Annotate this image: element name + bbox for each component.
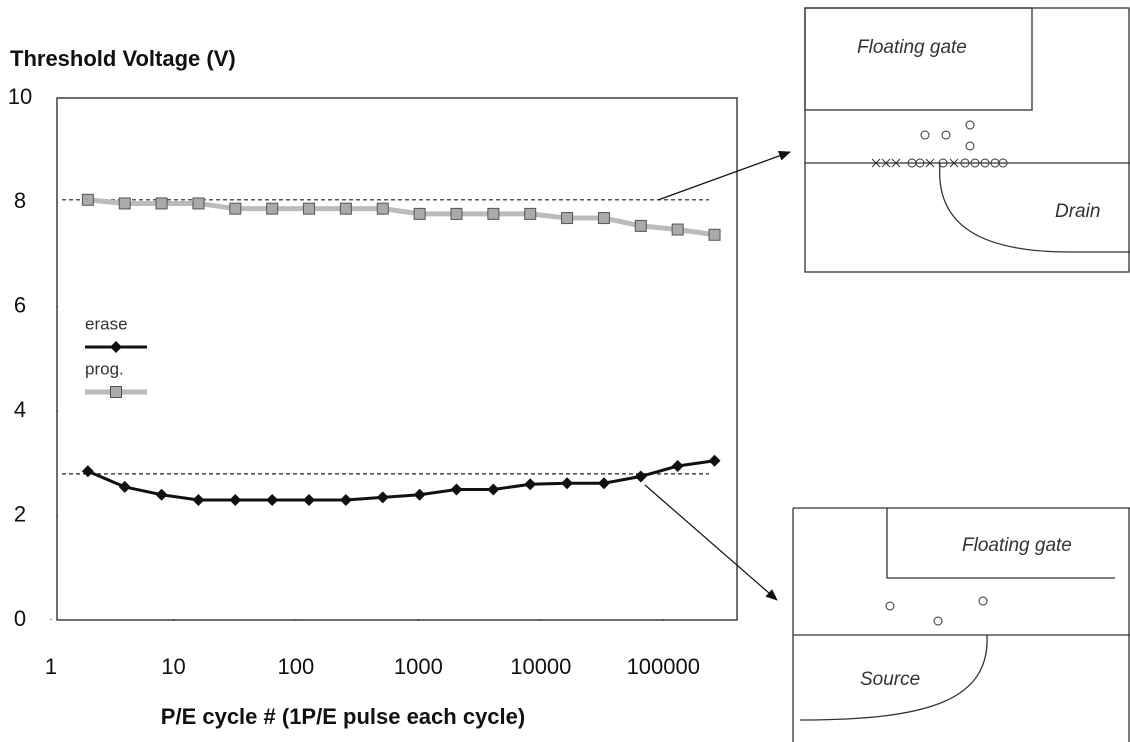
x-tick-label: 10000 <box>510 654 571 679</box>
x-axis-title: P/E cycle # (1P/E pulse each cycle) <box>161 704 525 729</box>
data-point <box>413 207 426 220</box>
x-tick-label: 1000 <box>394 654 443 679</box>
data-point <box>413 488 426 501</box>
data-point <box>303 202 316 215</box>
data-point <box>81 193 94 206</box>
data-point <box>524 207 537 220</box>
data-point <box>708 228 721 241</box>
legend-marker <box>110 386 122 398</box>
y-tick-label: 8 <box>14 188 26 213</box>
data-point <box>634 470 647 483</box>
data-point <box>229 202 242 215</box>
data-point <box>303 493 316 506</box>
legend-label: prog. <box>85 359 124 378</box>
x-tick-label: 10 <box>161 654 185 679</box>
data-point <box>708 454 721 467</box>
pointer-arrow <box>657 151 791 201</box>
source-diagram <box>792 507 1130 742</box>
legend-marker <box>110 341 122 353</box>
y-tick-label: 10 <box>8 84 32 109</box>
plot-frame <box>56 97 738 621</box>
region-label: Source <box>860 669 920 690</box>
data-point <box>118 197 131 210</box>
series-line <box>87 197 715 238</box>
data-point <box>450 483 463 496</box>
data-point <box>671 460 684 473</box>
data-point <box>192 197 205 210</box>
legend-label: erase <box>85 314 128 333</box>
data-point <box>155 488 168 501</box>
data-point <box>155 197 168 210</box>
pointer-arrow <box>644 484 778 601</box>
data-point <box>118 480 131 493</box>
y-tick-label: 2 <box>14 501 26 526</box>
region-label: Drain <box>1055 201 1100 222</box>
x-tick-label: 100000 <box>627 654 700 679</box>
series-line <box>87 459 715 502</box>
data-point <box>339 493 352 506</box>
data-point <box>561 477 574 490</box>
data-point <box>634 219 647 232</box>
x-tick-label: 100 <box>278 654 315 679</box>
data-point <box>339 202 352 215</box>
data-point <box>597 477 610 490</box>
data-point <box>376 491 389 504</box>
data-point <box>450 207 463 220</box>
data-point <box>266 493 279 506</box>
gate-label: Floating gate <box>962 535 1072 556</box>
data-point <box>266 202 279 215</box>
y-tick-label: 6 <box>14 293 26 318</box>
data-point <box>192 493 205 506</box>
data-point <box>81 465 94 478</box>
gate-label: Floating gate <box>857 37 967 58</box>
data-point <box>376 202 389 215</box>
y-tick-label: 0 <box>14 606 26 631</box>
data-point <box>524 478 537 491</box>
data-point <box>597 212 610 225</box>
drain-diagram <box>804 7 1130 273</box>
y-axis-title: Threshold Voltage (V) <box>10 46 236 71</box>
y-tick-label: 4 <box>14 397 26 422</box>
x-tick-label: 1 <box>45 654 57 679</box>
data-point <box>229 493 242 506</box>
data-point <box>487 483 500 496</box>
data-point <box>561 212 574 225</box>
data-point <box>487 207 500 220</box>
data-point <box>671 223 684 236</box>
